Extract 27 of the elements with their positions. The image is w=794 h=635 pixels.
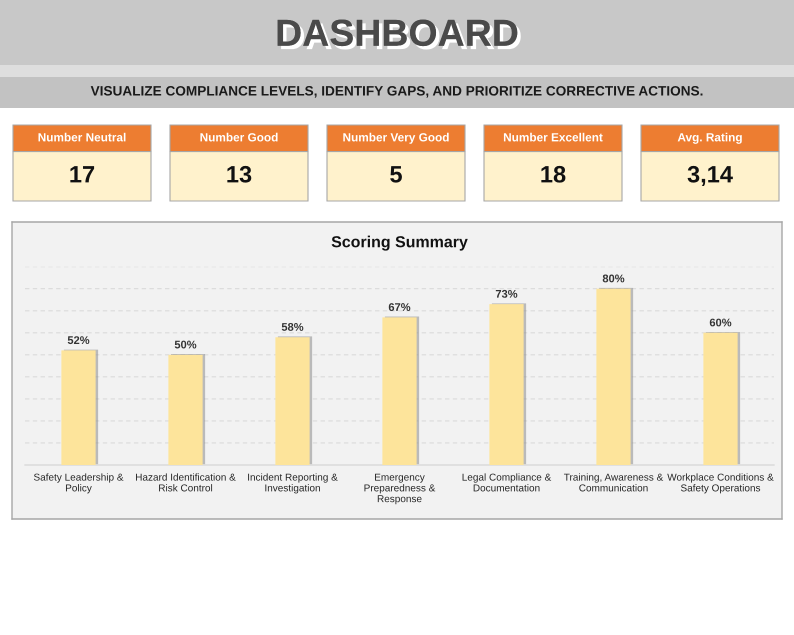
x-tick-label: Safety Leadership & Policy [34,473,124,494]
x-tick-label: Emergency Preparedness & Response [364,474,436,504]
x-tick-label: Incident Reporting & Investigation [248,473,338,494]
text: Avg. Rating [678,132,742,144]
text: Number Neutral [38,132,126,142]
text: 3,14 [688,166,733,186]
data-label: 50% [174,340,196,348]
data-label: 60% [710,318,732,326]
x-tick-label: Legal Compliance & Documentation [462,473,552,492]
data-label: 52% [68,336,90,344]
data-label: 67% [388,303,410,312]
text: Number Good [200,132,278,142]
data-label: 73% [496,290,518,298]
text: VISUALIZE COMPLIANCE LEVELS, IDENTIFY GAPS, AND PRIORITIZE CORRECTIVE ACTIONS. [90,86,702,98]
text: 13 [227,166,252,183]
chart-title: Scoring Summary [332,236,468,251]
text: Number Very Good [343,132,449,144]
data-label: 58% [282,322,304,331]
text: 17 [70,166,94,182]
x-tick-label: Hazard Identification & Risk Control [136,473,236,492]
text: 5 [390,166,402,183]
text: Number Excellent [504,132,603,142]
x-tick-label: Training, Awareness & Communication [564,473,664,492]
x-tick-label: Workplace Conditions & Safety Operations [667,473,774,494]
text: DASHBOARD [278,20,521,50]
text: 18 [541,166,566,183]
data-label: 80% [602,274,624,282]
